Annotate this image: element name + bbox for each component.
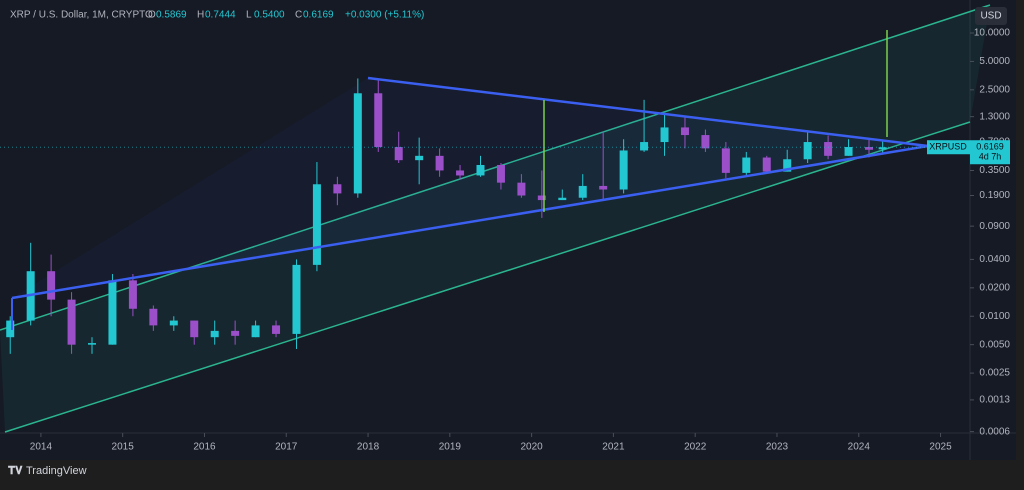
y-tick-label: 0.3500 xyxy=(979,165,1010,176)
candle-body xyxy=(312,184,321,265)
triangle-lower xyxy=(11,144,929,300)
candle-body xyxy=(435,155,444,171)
channel-upper xyxy=(0,4,991,331)
candle-body xyxy=(803,142,812,160)
logo-mark: 𝐓𝐕 xyxy=(8,465,23,477)
x-tick-label: 2017 xyxy=(275,442,298,453)
candle-body xyxy=(128,280,137,309)
x-tick-label: 2018 xyxy=(357,442,380,453)
x-tick-label: 2016 xyxy=(193,442,216,453)
symbol-title: XRP / U.S. Dollar, 1M, CRYPTO xyxy=(10,10,153,21)
x-tick-label: 2022 xyxy=(684,442,707,453)
price-tag-value: 0.6169 xyxy=(976,142,1004,152)
price-tag xyxy=(970,140,1010,165)
candle-body xyxy=(864,147,873,150)
x-tick-label: 2019 xyxy=(439,442,462,453)
y-tick-label: 0.0200 xyxy=(979,282,1010,293)
candle-body xyxy=(640,142,649,151)
x-tick-label: 2020 xyxy=(520,442,543,453)
y-tick-label: 0.1900 xyxy=(979,190,1010,201)
candle-body xyxy=(680,127,689,136)
brand[interactable]: TradingView xyxy=(26,465,87,477)
candle-body xyxy=(353,93,362,194)
candle-body xyxy=(292,264,301,334)
candle-body xyxy=(374,93,383,148)
channel-lower xyxy=(4,121,971,433)
y-tick-label: 0.0025 xyxy=(979,368,1010,379)
ohlc-value: 0.5400 xyxy=(254,10,285,21)
y-tick-label: 0.0013 xyxy=(979,395,1010,406)
candle-body xyxy=(558,197,567,201)
y-tick-label: 0.0050 xyxy=(979,339,1010,350)
y-tick-label: 0.0006 xyxy=(979,426,1010,437)
x-tick-label: 2014 xyxy=(30,442,53,453)
candle-body xyxy=(272,325,281,334)
y-tick-label: 5.0000 xyxy=(979,56,1010,67)
candle-body xyxy=(251,325,260,338)
candle-body xyxy=(190,320,199,338)
candle-body xyxy=(47,271,56,300)
ohlc-value: 0.5869 xyxy=(156,10,187,21)
candle-body xyxy=(333,184,342,194)
price-tag-countdown: 4d 7h xyxy=(979,152,1002,162)
candle-body xyxy=(578,185,587,198)
candle-body xyxy=(783,159,792,172)
x-tick-label: 2023 xyxy=(766,442,789,453)
ohlc-key: C xyxy=(295,10,302,21)
candles xyxy=(6,78,887,354)
y-tick-label: 1.3000 xyxy=(979,111,1010,122)
candle-body xyxy=(394,147,403,161)
candle-body xyxy=(169,320,178,326)
x-tick-label: 2015 xyxy=(112,442,135,453)
candle-body xyxy=(660,127,669,143)
candle-body xyxy=(415,155,424,161)
candle-body xyxy=(517,182,526,196)
candle-body xyxy=(108,280,117,345)
y-tick-label: 2.5000 xyxy=(979,84,1010,95)
candle-body xyxy=(762,157,771,172)
candle-body xyxy=(742,157,751,173)
y-tick-label: 0.0400 xyxy=(979,254,1010,265)
candle-body xyxy=(701,135,710,149)
candle-body xyxy=(88,343,97,345)
x-tick-label: 2024 xyxy=(848,442,871,453)
triangle-upper xyxy=(367,76,929,148)
ohlc-key: H xyxy=(197,10,204,21)
currency-button[interactable] xyxy=(975,7,1007,25)
candle-body xyxy=(721,148,730,173)
candle-body xyxy=(149,308,158,326)
candle-body xyxy=(824,142,833,156)
candle-body xyxy=(599,185,608,190)
candle-body xyxy=(6,320,15,338)
ohlc-value: 0.6169 xyxy=(303,10,334,21)
candle-body xyxy=(537,195,546,201)
symbol-tag xyxy=(927,140,970,155)
y-tick-label: 0.0900 xyxy=(979,221,1010,232)
currency-label[interactable]: USD xyxy=(980,11,1001,22)
candle-body xyxy=(878,147,887,150)
ohlc-key: L xyxy=(246,10,252,21)
triangle-fill xyxy=(12,78,928,298)
candle-body xyxy=(844,147,853,156)
candle-body xyxy=(619,150,628,190)
candle-body xyxy=(231,330,240,336)
y-tick-label: 10.0000 xyxy=(974,28,1011,39)
candle-body xyxy=(476,164,485,176)
ohlc-header: O 0.5869 H 0.7444 L 0.5400 C 0.6169 +0.0300 (+5.… xyxy=(148,10,424,21)
x-tick-label: 2021 xyxy=(602,442,625,453)
chart-background xyxy=(0,0,1016,460)
x-tick-label: 2025 xyxy=(929,442,952,453)
symbol-tag-label: XRPUSD xyxy=(929,142,967,152)
candle-body xyxy=(210,330,219,338)
change-value: +0.0300 (+5.11%) xyxy=(345,10,424,21)
candle-body xyxy=(67,299,76,345)
ohlc-key: O xyxy=(148,10,156,21)
y-tick-label: 0.0100 xyxy=(979,311,1010,322)
ohlc-value: 0.7444 xyxy=(205,10,236,21)
candle-body xyxy=(496,164,505,183)
candle-body xyxy=(456,170,465,176)
